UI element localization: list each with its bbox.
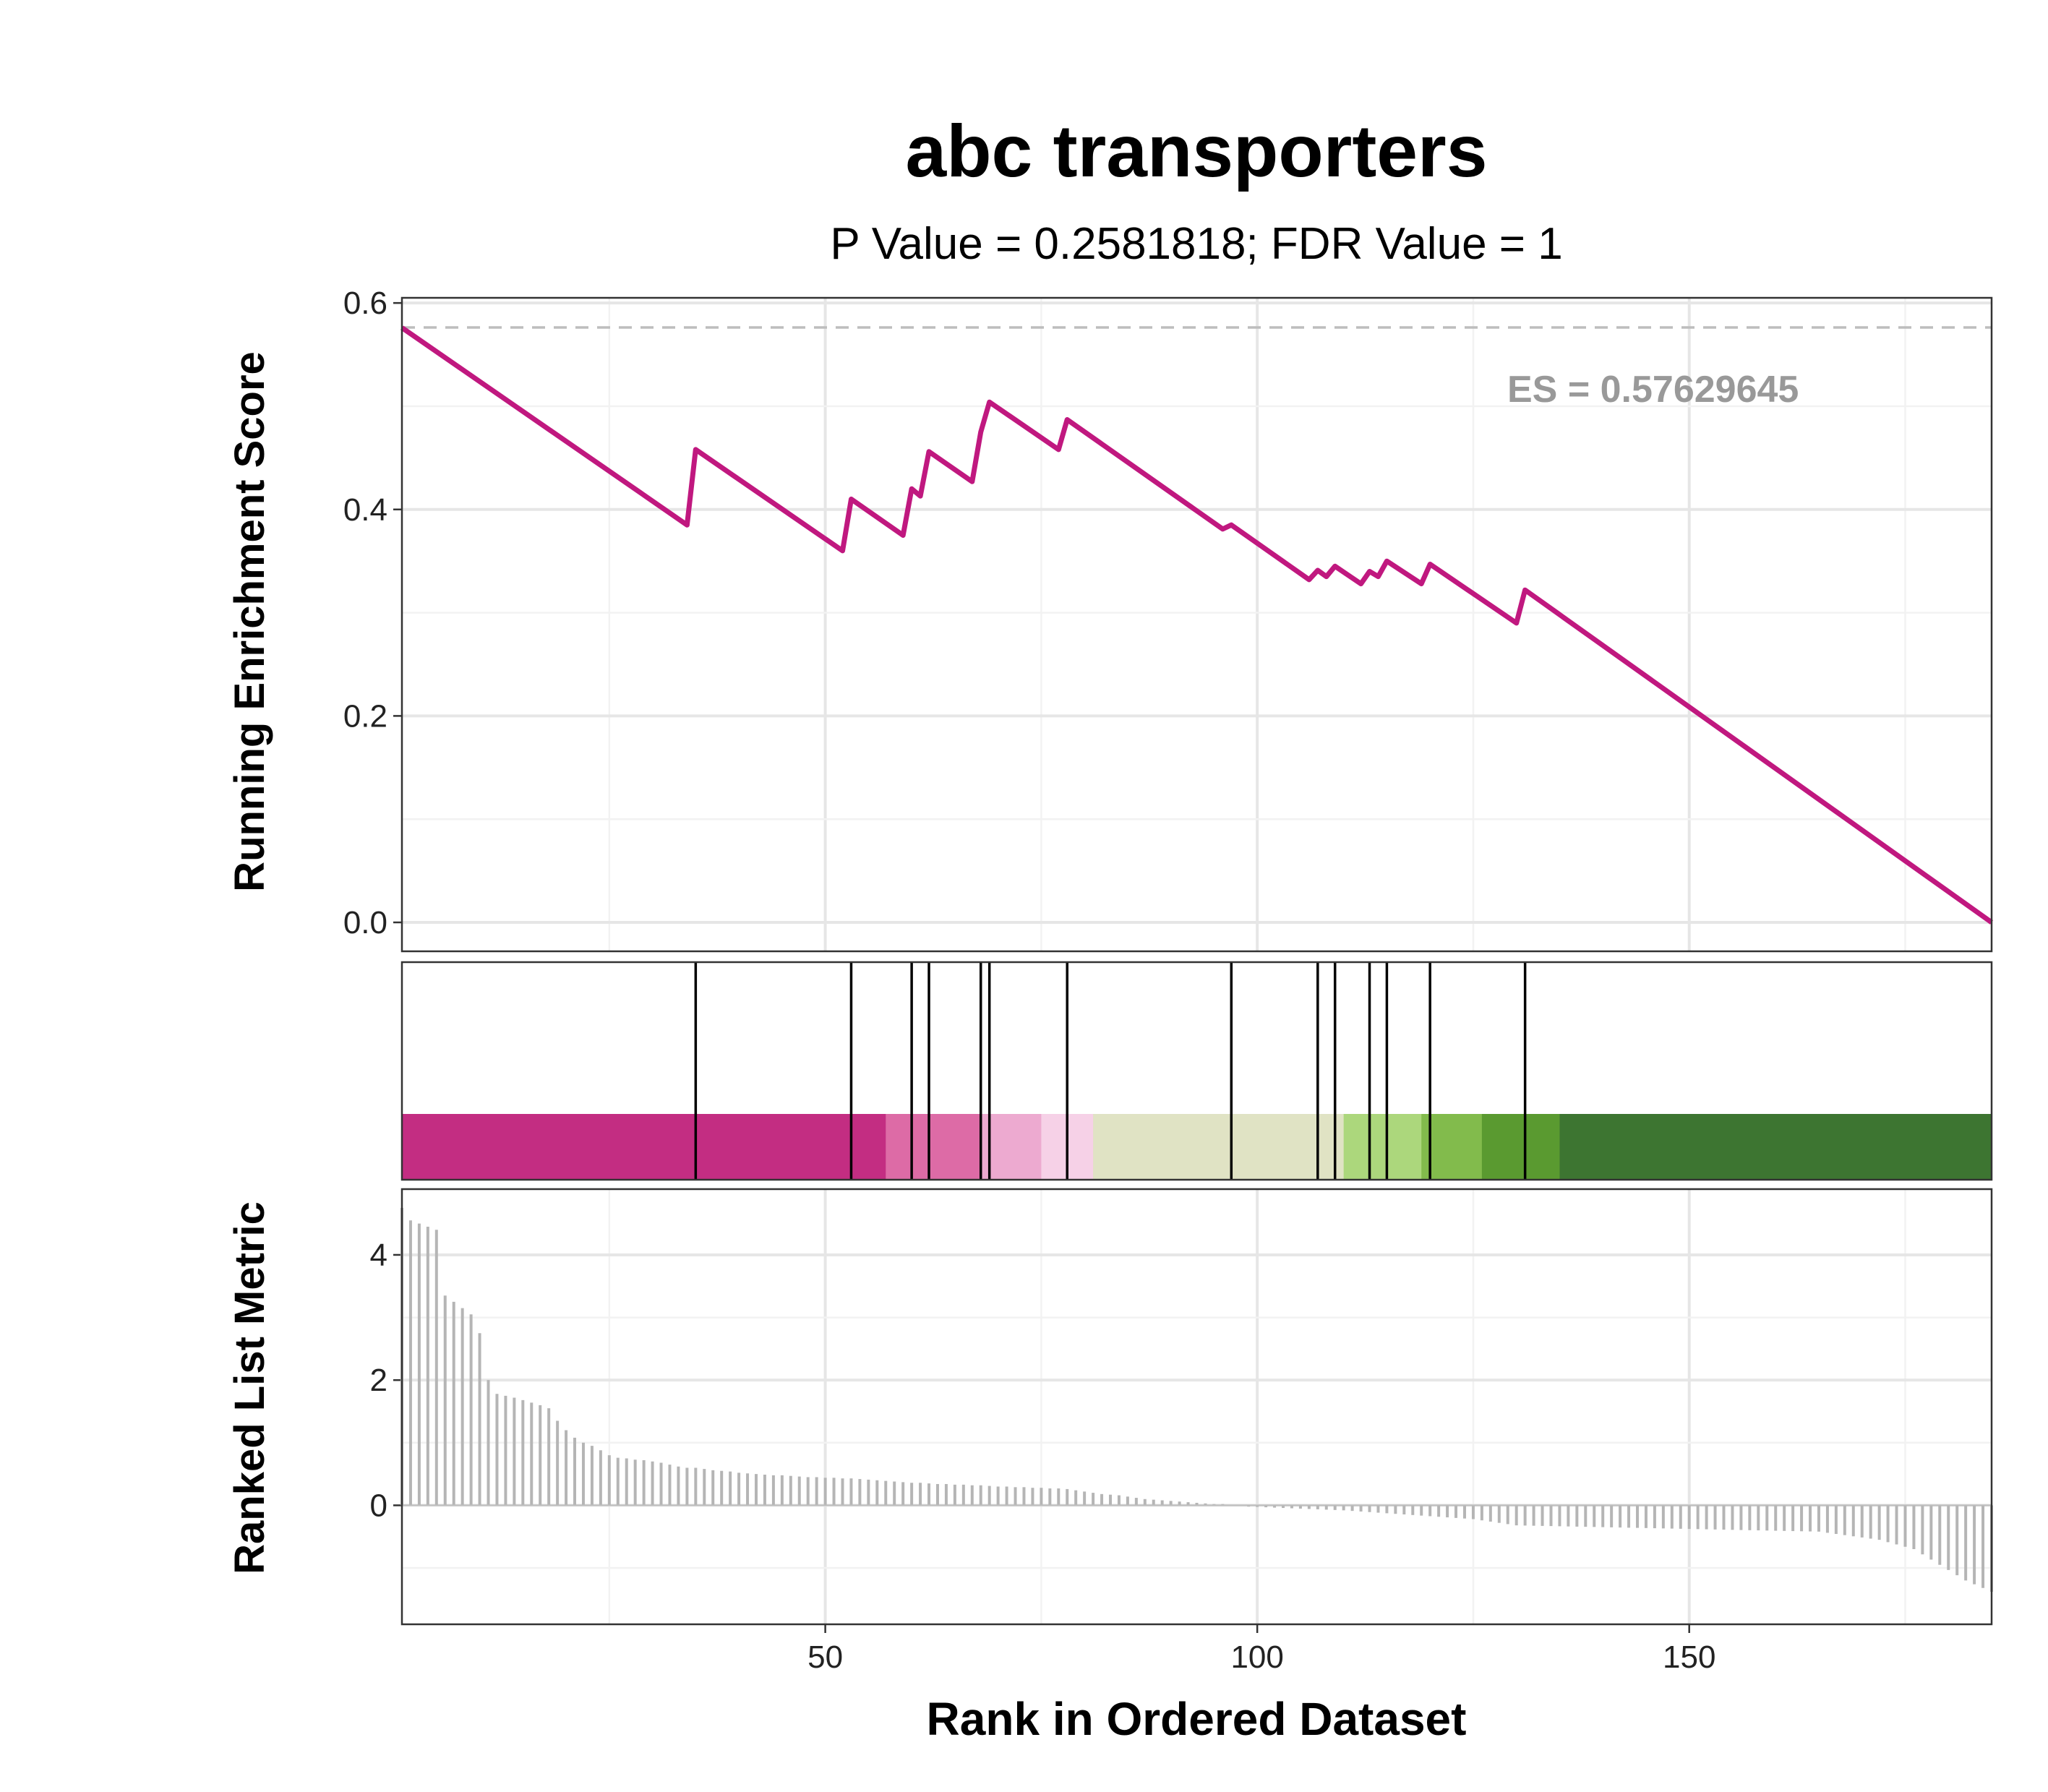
y-tick-label: 4	[370, 1238, 387, 1273]
rank-color-band	[1421, 1114, 1483, 1180]
rank-color-band	[402, 1114, 886, 1180]
running-es-panel: 0.0 0.2 0.4 0.6 ES = 0.57629645	[343, 286, 1994, 953]
panel-border	[400, 1188, 1993, 1626]
rank-color-band	[1343, 1114, 1422, 1180]
y-axis-label-enrichment: Running Enrichment Score	[226, 351, 273, 892]
rank-color-band	[980, 1114, 1042, 1180]
x-tick-label: 100	[1230, 1639, 1283, 1675]
rank-color-band	[1093, 1114, 1345, 1180]
rank-color-band	[1559, 1114, 1992, 1180]
y-tick-label: 0.2	[343, 698, 387, 734]
y-tick-label: 0.4	[343, 492, 387, 528]
y-tick-label: 0.6	[343, 286, 387, 321]
ranked-metric-panel: 0 2 4 50 100 150	[370, 1188, 1993, 1675]
y-tick-label: 2	[370, 1363, 387, 1398]
panel-border	[400, 961, 1993, 1181]
hit-positions-panel	[400, 961, 1993, 1181]
x-axis-label: Rank in Ordered Dataset	[927, 1693, 1467, 1745]
chart-title: abc transporters	[906, 110, 1488, 192]
x-tick-label: 50	[807, 1639, 843, 1675]
y-tick-label: 0.0	[343, 905, 387, 940]
running-es-curve	[400, 325, 1994, 925]
rank-color-band	[886, 1114, 982, 1180]
panel-border	[400, 296, 1993, 953]
es-annotation: ES = 0.57629645	[1507, 369, 1799, 411]
x-tick-label: 150	[1663, 1639, 1715, 1675]
rank-color-band	[1481, 1114, 1560, 1180]
chart-subtitle: P Value = 0.2581818; FDR Value = 1	[830, 219, 1562, 269]
y-axis-label-metric: Ranked List Metric	[226, 1201, 273, 1574]
y-tick-label: 0	[370, 1488, 387, 1523]
